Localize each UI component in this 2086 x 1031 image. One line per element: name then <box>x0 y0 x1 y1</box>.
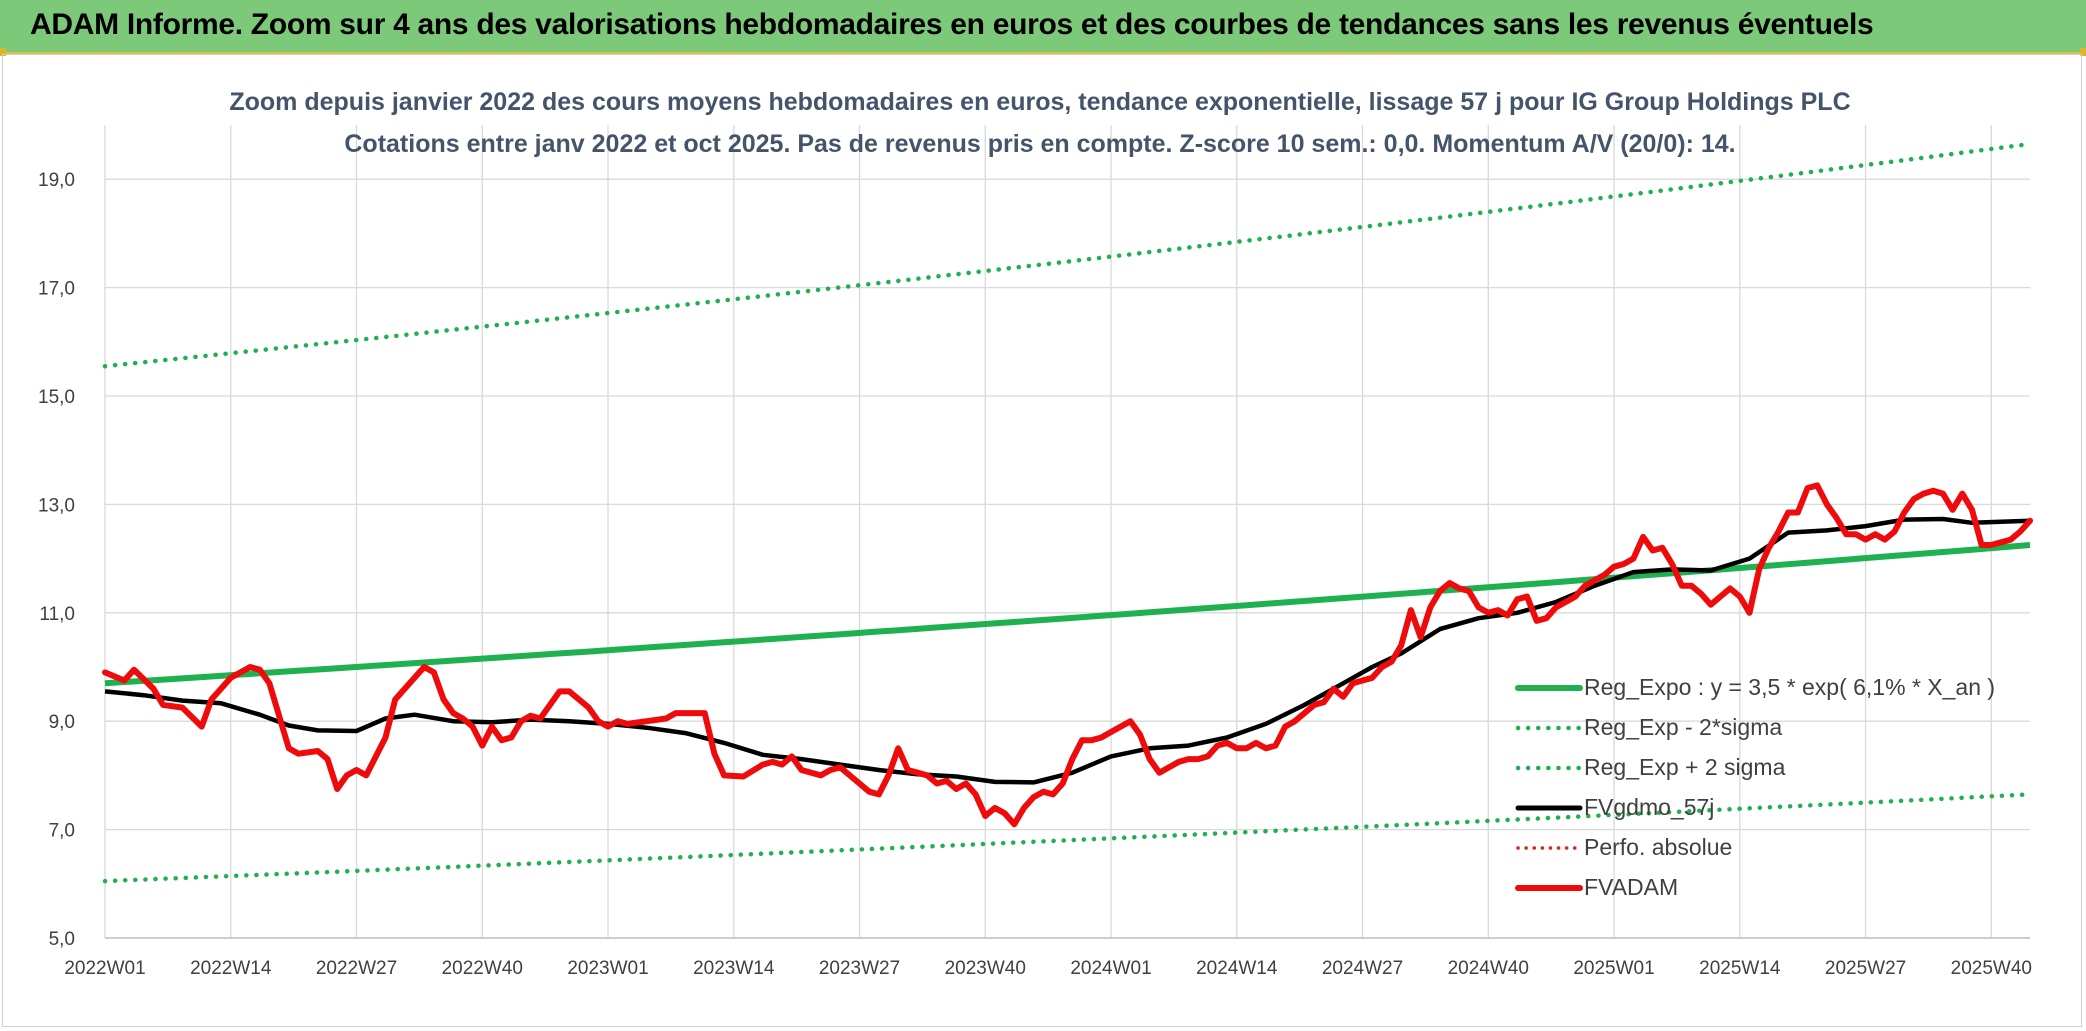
x-tick-label: 2024W40 <box>1448 958 1529 979</box>
right-accent-mark <box>2080 48 2086 56</box>
y-tick-label: 17,0 <box>38 279 75 300</box>
x-tick-label: 2024W01 <box>1070 958 1151 979</box>
x-tick-label: 2023W40 <box>945 958 1026 979</box>
series-layer <box>102 141 2033 884</box>
legend-label: Reg_Exp + 2 sigma <box>1584 754 1786 780</box>
series-reg-expo <box>104 542 2031 687</box>
chart-frame <box>2 54 2082 1027</box>
left-accent-mark <box>0 48 6 56</box>
x-tick-label: 2022W01 <box>64 958 145 979</box>
x-tick-label: 2023W14 <box>693 958 775 979</box>
y-tick-label: 13,0 <box>38 495 75 516</box>
x-tick-label: 2025W14 <box>1699 958 1781 979</box>
x-tick-label: 2025W40 <box>1951 958 2032 979</box>
report-title: ADAM Informe. Zoom sur 4 ans des valoris… <box>30 8 1874 41</box>
x-tick-label: 2023W27 <box>819 958 900 979</box>
y-tick-label: 11,0 <box>39 604 75 625</box>
report-banner: ADAM Informe. Zoom sur 4 ans des valoris… <box>0 0 2086 54</box>
x-tick-label: 2022W27 <box>316 958 397 979</box>
y-tick-label: 7,0 <box>49 821 75 842</box>
legend-label: Reg_Expo : y = 3,5 * exp( 6,1% * X_an ) <box>1584 674 1995 700</box>
y-tick-label: 5,0 <box>49 929 75 950</box>
x-tick-label: 2022W14 <box>190 958 272 979</box>
x-axis-ticks: 2022W01 2022W14 2022W27 2022W40 2023W01 2023W… <box>64 958 2032 979</box>
legend-label: Perfo. absolue <box>1584 834 1732 860</box>
grid-lines <box>104 125 2030 939</box>
x-tick-label: 2025W27 <box>1825 958 1906 979</box>
series-fvadam <box>102 482 2033 828</box>
y-tick-label: 9,0 <box>49 712 75 733</box>
y-tick-label: 19,0 <box>38 170 75 191</box>
chart-title: Zoom depuis janvier 2022 des cours moyen… <box>229 88 1850 116</box>
x-tick-label: 2024W27 <box>1322 958 1403 979</box>
legend-label: FVgdmo_57j <box>1584 794 1714 820</box>
series-reg-plus-2sigma <box>102 141 2033 369</box>
legend-label: Reg_Exp - 2*sigma <box>1584 714 1782 740</box>
y-tick-label: 15,0 <box>38 387 75 408</box>
series-fvgdmo-57j <box>104 516 2031 785</box>
chart-legend: Reg_Expo : y = 3,5 * exp( 6,1% * X_an ) R… <box>1515 674 1995 900</box>
chart-subtitle: Cotations entre janv 2022 et oct 2025. P… <box>344 130 1735 158</box>
x-tick-label: 2022W40 <box>442 958 523 979</box>
legend-label: FVADAM <box>1584 874 1678 900</box>
x-tick-label: 2025W01 <box>1573 958 1654 979</box>
series-reg-minus-2sigma <box>102 792 2033 884</box>
y-axis-ticks: 5,0 7,0 9,0 11,0 13,0 15,0 17,0 19,0 <box>38 170 75 950</box>
x-tick-label: 2024W14 <box>1196 958 1278 979</box>
x-tick-label: 2023W01 <box>567 958 648 979</box>
